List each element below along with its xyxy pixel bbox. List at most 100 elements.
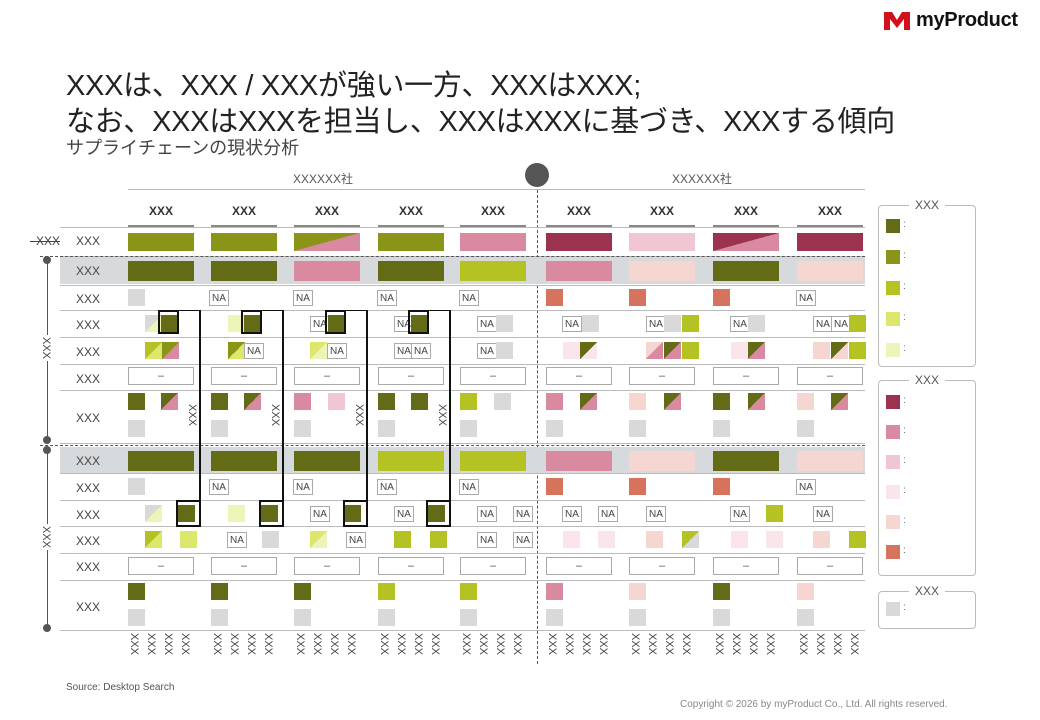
- indicator-square: [294, 609, 311, 626]
- row-outer-tick: [30, 241, 60, 242]
- indicator-square: [378, 420, 395, 437]
- section-label: XXX: [40, 524, 52, 551]
- legend-swatch: [886, 485, 900, 499]
- indicator-square: [494, 393, 511, 410]
- page-title-line2: なお、XXXはXXXを担当し、XXXはXXXに基づき、XXXする傾向: [66, 106, 895, 138]
- column-header-underline: [460, 225, 526, 227]
- summary-cell: [797, 233, 863, 251]
- na-label: NA: [477, 506, 497, 522]
- legend-item-label: :: [903, 515, 906, 526]
- column-header-underline: [713, 225, 779, 227]
- indicator-square: [128, 609, 145, 626]
- row-divider: [60, 526, 865, 527]
- column-header-underline: [378, 225, 444, 227]
- indicator-square: [411, 393, 428, 410]
- bottom-label: XXX: [345, 633, 357, 656]
- na-label: NA: [646, 316, 666, 332]
- row-divider: [60, 227, 865, 228]
- indicator-square: [294, 420, 311, 437]
- group-separator-dot: [525, 163, 549, 187]
- bottom-label: XXX: [429, 633, 441, 656]
- page-subtitle: サプライチェーンの現状分析: [66, 138, 300, 158]
- indicator-square: [646, 531, 663, 548]
- bottom-label: XXX: [511, 633, 523, 656]
- na-label: NA: [459, 290, 479, 306]
- indicator-square: [161, 315, 178, 332]
- empty-value-box: –: [211, 367, 277, 385]
- empty-value-box: –: [546, 367, 612, 385]
- indicator-square: [797, 420, 814, 437]
- summary-cell: [378, 233, 444, 251]
- logo-mark-icon: [884, 10, 910, 30]
- na-label: NA: [513, 532, 533, 548]
- section-header-cell: [378, 261, 444, 281]
- na-label: NA: [394, 506, 414, 522]
- na-label: NA: [730, 316, 750, 332]
- indicator-square: [797, 393, 814, 410]
- legend-item-label: :: [903, 485, 906, 496]
- indicator-square: [460, 609, 477, 626]
- indicator-square: [797, 609, 814, 626]
- row-divider: [60, 630, 865, 631]
- indicator-square: [261, 505, 278, 522]
- section-header-cell: [128, 451, 194, 471]
- split-indicator-square: [748, 342, 765, 359]
- legend-swatch: [886, 219, 900, 233]
- summary-cell: [128, 233, 194, 251]
- indicator-square: [430, 531, 447, 548]
- group-separator-line: [537, 190, 538, 664]
- indicator-square: [629, 420, 646, 437]
- empty-value-box: –: [460, 557, 526, 575]
- indicator-square: [849, 342, 866, 359]
- row-label: XXX: [75, 264, 100, 278]
- section-header-cell: [629, 451, 695, 471]
- indicator-square: [629, 393, 646, 410]
- indicator-square: [546, 289, 563, 306]
- summary-cell: [629, 233, 695, 251]
- section-dashed-line: [40, 445, 865, 446]
- legend-gray: XXX: [878, 584, 976, 629]
- column-header: XXX: [733, 204, 758, 218]
- split-indicator-square: [145, 315, 162, 332]
- na-label: NA: [477, 532, 497, 548]
- legend-swatch: [886, 545, 900, 559]
- bottom-label: XXX: [663, 633, 675, 656]
- indicator-square: [563, 342, 580, 359]
- indicator-square: [766, 505, 783, 522]
- section-header-cell: [713, 451, 779, 471]
- na-label: NA: [227, 532, 247, 548]
- bottom-label: XXX: [311, 633, 323, 656]
- indicator-square: [378, 583, 395, 600]
- bottom-label: XXX: [211, 633, 223, 656]
- na-label: NA: [310, 316, 330, 332]
- summary-cell: [211, 233, 277, 251]
- bottom-label: XXX: [580, 633, 592, 656]
- bracket-label: XXX: [269, 404, 281, 427]
- legend-green-title: XXX: [909, 198, 946, 212]
- na-label: NA: [310, 506, 330, 522]
- indicator-square: [629, 583, 646, 600]
- legend-item-label: :: [903, 425, 906, 436]
- legend-swatch: [886, 515, 900, 529]
- bracket-box: [158, 310, 179, 334]
- na-label: NA: [411, 343, 431, 359]
- empty-value-box: –: [460, 367, 526, 385]
- indicator-square: [813, 342, 830, 359]
- legend-swatch: [886, 343, 900, 357]
- row-label: XXX: [75, 318, 100, 332]
- column-header-underline: [128, 225, 194, 227]
- row-divider: [60, 553, 865, 554]
- section-header-cell: [546, 451, 612, 471]
- column-header-underline: [797, 225, 863, 227]
- section-header-cell: [211, 451, 277, 471]
- indicator-square: [731, 342, 748, 359]
- section-header-cell: [713, 261, 779, 281]
- legend-item-label: :: [903, 455, 906, 466]
- na-label: NA: [831, 316, 851, 332]
- row-divider: [60, 285, 865, 286]
- empty-value-box: –: [546, 557, 612, 575]
- legend-swatch: [886, 395, 900, 409]
- indicator-square: [731, 531, 748, 548]
- indicator-square: [546, 393, 563, 410]
- split-indicator-square: [748, 393, 765, 410]
